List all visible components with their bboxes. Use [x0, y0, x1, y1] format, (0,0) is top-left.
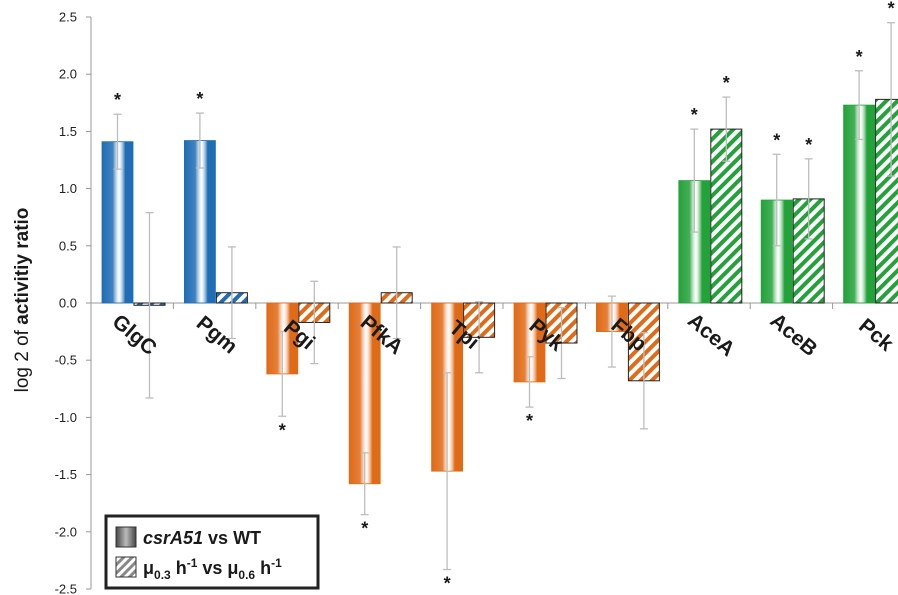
- significance-marker: *: [805, 135, 812, 155]
- category-label-aceb: AceB: [766, 309, 822, 361]
- legend-frame: [104, 514, 320, 590]
- significance-marker: *: [361, 519, 368, 539]
- significance-marker: *: [114, 90, 121, 110]
- category-label-glgc: GlgC: [108, 310, 161, 360]
- legend-swatch-solid: [115, 526, 137, 548]
- category-label-acea: AceA: [683, 309, 739, 361]
- significance-marker: *: [691, 105, 698, 125]
- y-tick-label: 0.0: [59, 296, 77, 311]
- legend-entry-csra51: csrA51 vs WT: [143, 528, 261, 548]
- significance-marker: *: [526, 411, 533, 431]
- category-label-pck: Pck: [854, 314, 898, 356]
- y-tick-label: 1.0: [59, 181, 77, 196]
- legend-entry-growth-rate: μ0.3 h-1 vs μ0.6 h-1: [143, 556, 282, 582]
- significance-marker: *: [444, 574, 451, 594]
- y-tick-label: -1.0: [55, 410, 77, 425]
- y-tick-label: -1.5: [55, 467, 77, 482]
- bar-pck-series-2: [875, 98, 898, 304]
- significance-marker: *: [888, 0, 895, 19]
- y-tick-label: 1.5: [59, 124, 77, 139]
- y-tick-label: 2.5: [59, 10, 77, 25]
- significance-marker: *: [723, 73, 730, 93]
- legend-swatch-hatched: [115, 556, 137, 578]
- plot-area: 2.5 2.0 1.5 1.0 0.5 0.0 -0.5 -1.0 -1.5 -2.0 -2.5 * G…: [55, 0, 898, 595]
- significance-marker: *: [279, 420, 286, 440]
- significance-marker: *: [196, 89, 203, 109]
- y-tick-label: -2.5: [55, 582, 77, 595]
- y-tick-label: 0.5: [59, 238, 77, 253]
- significance-marker: *: [856, 47, 863, 67]
- category-label-pgm: Pgm: [192, 312, 242, 359]
- y-axis-label: log 2 of activitiy ratio: [12, 208, 33, 393]
- significance-marker: *: [773, 130, 780, 150]
- y-tick-label: -2.0: [55, 524, 77, 539]
- legend: csrA51 vs WT μ0.3 h-1 vs μ0.6 h-1: [104, 514, 320, 590]
- y-tick-label: -0.5: [55, 353, 77, 368]
- y-tick-label: 2.0: [59, 67, 77, 82]
